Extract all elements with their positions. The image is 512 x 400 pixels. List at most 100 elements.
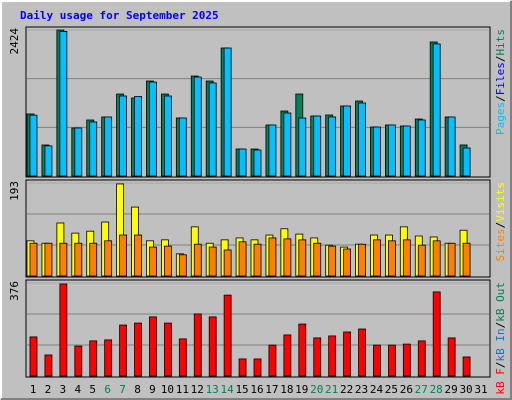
- bar: [402, 343, 411, 377]
- legend-separator: /: [494, 95, 507, 102]
- bar: [223, 294, 232, 377]
- bar: [178, 338, 187, 377]
- x-tick-label: 12: [191, 383, 204, 396]
- bar: [104, 240, 113, 277]
- legend: Pages/Files/Hits: [494, 29, 507, 135]
- bar: [193, 243, 202, 277]
- x-tick-label: 15: [235, 383, 248, 396]
- x-tick-label: 11: [176, 383, 189, 396]
- bar: [358, 243, 366, 277]
- bar: [268, 237, 277, 277]
- x-tick-label: 18: [280, 383, 293, 396]
- bar: [373, 239, 381, 277]
- bar: [119, 324, 127, 377]
- bar: [283, 238, 292, 277]
- bar: [358, 328, 366, 377]
- bar: [387, 344, 396, 377]
- bar: [462, 242, 471, 277]
- legend: kB F/kB In/kB Out: [494, 282, 507, 395]
- legend: Sites/Visits: [494, 182, 507, 262]
- bar: [59, 283, 68, 377]
- y-tick-label: 2424: [8, 28, 21, 55]
- bar: [134, 96, 142, 177]
- bar: [223, 249, 232, 277]
- bar: [298, 239, 307, 277]
- legend-separator: /: [494, 362, 507, 369]
- x-tick-label: 29: [445, 383, 458, 396]
- bar: [253, 358, 262, 377]
- bar: [104, 339, 113, 377]
- bar: [328, 116, 337, 177]
- bar: [387, 124, 396, 177]
- bar: [29, 336, 38, 377]
- legend-entry: Visits: [494, 182, 507, 222]
- bar: [253, 243, 262, 277]
- bar: [417, 340, 426, 377]
- bar: [119, 95, 127, 177]
- bar: [283, 334, 292, 377]
- x-tick-label: 17: [265, 383, 278, 396]
- x-tick-label: 1: [30, 383, 37, 396]
- bar: [119, 234, 127, 277]
- bar: [417, 119, 426, 177]
- bar: [313, 242, 322, 277]
- x-tick-label: 9: [149, 383, 156, 396]
- bar: [328, 335, 337, 377]
- x-tick-label: 14: [221, 383, 235, 396]
- bar: [89, 242, 98, 277]
- bar: [238, 358, 247, 377]
- bar: [432, 43, 441, 177]
- bar: [104, 116, 113, 177]
- x-tick-label: 26: [400, 383, 413, 396]
- bar: [358, 102, 366, 177]
- x-tick-label: 13: [206, 383, 219, 396]
- bar: [163, 322, 172, 377]
- x-tick-label: 5: [89, 383, 96, 396]
- bar: [238, 241, 247, 277]
- bar: [29, 242, 38, 277]
- bar: [283, 112, 292, 177]
- bar: [134, 322, 142, 377]
- bar: [208, 316, 217, 377]
- bar: [163, 245, 172, 277]
- bar: [149, 246, 157, 277]
- legend-entry: kB In: [494, 328, 507, 361]
- bar: [163, 95, 172, 177]
- y-tick-label: 376: [8, 281, 21, 301]
- x-tick-label: 24: [370, 383, 384, 396]
- x-tick-label: 22: [340, 383, 353, 396]
- bar: [193, 76, 202, 177]
- bar: [298, 117, 307, 177]
- bar: [402, 239, 411, 277]
- legend-separator: /: [494, 56, 507, 63]
- bar: [89, 121, 98, 177]
- bar: [29, 114, 38, 177]
- chart-title: Daily usage for September 2025: [20, 9, 219, 22]
- legend-entry: Pages: [494, 102, 507, 135]
- x-tick-label: 25: [385, 383, 398, 396]
- legend-entry: Files: [494, 62, 507, 95]
- bar: [432, 240, 441, 277]
- x-tick-label: 31: [474, 383, 487, 396]
- bar: [59, 242, 68, 277]
- bar: [193, 313, 202, 377]
- bar: [313, 115, 322, 177]
- x-tick-label: 16: [250, 383, 263, 396]
- bar: [59, 31, 68, 177]
- bar: [328, 245, 337, 277]
- bar: [178, 117, 187, 177]
- x-tick-label: 7: [119, 383, 126, 396]
- x-tick-label: 6: [104, 383, 111, 396]
- bar: [178, 254, 187, 277]
- bar: [343, 105, 352, 177]
- x-tick-label: 2: [45, 383, 52, 396]
- bar: [268, 344, 277, 377]
- bar: [89, 340, 98, 377]
- x-tick-label: 30: [459, 383, 472, 396]
- x-tick-label: 21: [325, 383, 338, 396]
- x-tick-label: 27: [415, 383, 428, 396]
- bar: [447, 337, 456, 377]
